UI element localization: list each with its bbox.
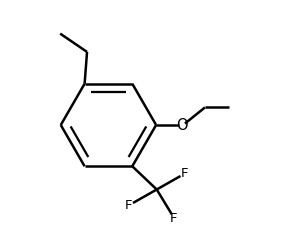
Text: F: F [125,199,132,212]
Text: F: F [170,212,178,225]
Text: F: F [181,167,189,180]
Text: O: O [176,118,188,132]
